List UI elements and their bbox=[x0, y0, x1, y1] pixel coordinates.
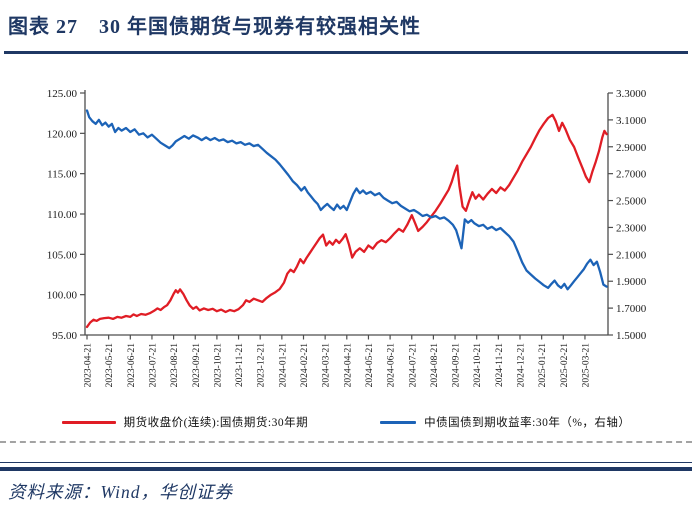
y-axis-right: 3.3000 3.1000 2.9000 2.7000 2.5000 2.3000 2.10… bbox=[608, 88, 647, 342]
series-futures-line bbox=[85, 113, 608, 329]
legend-label-yield: 中债国债到期收益率:30年（%，右轴） bbox=[424, 417, 631, 429]
svg-text:1.7000: 1.7000 bbox=[616, 303, 647, 315]
svg-text:2023-09-21: 2023-09-21 bbox=[192, 343, 202, 388]
svg-text:2024-02-21: 2024-02-21 bbox=[300, 343, 310, 388]
svg-text:2023-05-21: 2023-05-21 bbox=[105, 343, 115, 388]
svg-text:125.00: 125.00 bbox=[47, 88, 78, 100]
source-note: 资料来源：Wind，华创证券 bbox=[8, 482, 233, 502]
svg-text:2023-12-21: 2023-12-21 bbox=[257, 343, 267, 388]
legend-label-futures: 期货收盘价(连续):国债期货:30年期 bbox=[123, 417, 309, 429]
series-yield-line bbox=[85, 109, 608, 291]
svg-text:2025-02-21: 2025-02-21 bbox=[560, 343, 570, 388]
legend: 期货收盘价(连续):国债期货:30年期 中债国债到期收益率:30年（%，右轴） bbox=[0, 414, 692, 430]
svg-text:2023-07-21: 2023-07-21 bbox=[148, 343, 158, 388]
svg-text:2024-12-21: 2024-12-21 bbox=[517, 343, 527, 388]
svg-text:120.00: 120.00 bbox=[47, 128, 78, 140]
y-axis-left: 125.00 120.00 115.00 110.00 105.00 100.00 95.0… bbox=[47, 88, 85, 342]
svg-text:2.5000: 2.5000 bbox=[616, 196, 647, 208]
line-chart: 125.00 120.00 115.00 110.00 105.00 100.00 95.0… bbox=[47, 88, 647, 388]
svg-text:2023-04-21: 2023-04-21 bbox=[84, 343, 94, 388]
svg-text:2023-08-21: 2023-08-21 bbox=[170, 343, 180, 388]
svg-text:2023-10-21: 2023-10-21 bbox=[213, 343, 223, 388]
svg-text:2024-08-21: 2024-08-21 bbox=[430, 343, 440, 388]
legend-item-futures: 期货收盘价(连续):国债期货:30年期 bbox=[61, 414, 309, 430]
svg-text:2024-05-21: 2024-05-21 bbox=[365, 343, 375, 388]
svg-text:115.00: 115.00 bbox=[47, 169, 77, 181]
source-rule-thick bbox=[0, 467, 692, 471]
svg-text:2024-10-21: 2024-10-21 bbox=[473, 343, 483, 388]
legend-swatch-blue bbox=[380, 420, 417, 424]
svg-text:2.1000: 2.1000 bbox=[616, 249, 647, 261]
legend-swatch-red bbox=[61, 420, 116, 424]
svg-text:2024-01-21: 2024-01-21 bbox=[278, 343, 288, 388]
svg-text:2.3000: 2.3000 bbox=[616, 222, 647, 234]
svg-text:105.00: 105.00 bbox=[47, 249, 78, 261]
svg-text:2023-06-21: 2023-06-21 bbox=[127, 343, 137, 388]
svg-text:2024-09-21: 2024-09-21 bbox=[452, 343, 462, 388]
svg-text:2025-03-21: 2025-03-21 bbox=[581, 343, 591, 388]
svg-text:1.9000: 1.9000 bbox=[616, 276, 647, 288]
svg-text:2024-04-21: 2024-04-21 bbox=[343, 343, 353, 388]
svg-text:100.00: 100.00 bbox=[47, 290, 78, 302]
legend-item-yield: 中债国债到期收益率:30年（%，右轴） bbox=[380, 414, 630, 430]
svg-text:2.9000: 2.9000 bbox=[616, 142, 647, 154]
svg-text:2024-03-21: 2024-03-21 bbox=[322, 343, 332, 388]
svg-text:3.1000: 3.1000 bbox=[616, 115, 647, 127]
svg-text:2023-11-21: 2023-11-21 bbox=[235, 343, 245, 387]
svg-text:1.5000: 1.5000 bbox=[616, 330, 647, 342]
dashed-divider bbox=[0, 441, 692, 443]
svg-text:110.00: 110.00 bbox=[47, 209, 77, 221]
x-axis: 2023-04-21 2023-05-21 2023-06-21 2023-07-21… bbox=[84, 335, 591, 388]
figure-title: 图表 27 30 年国债期货与现券有较强相关性 bbox=[8, 16, 421, 38]
svg-text:2025-01-21: 2025-01-21 bbox=[538, 343, 548, 388]
source-rule-thin bbox=[0, 462, 692, 464]
svg-text:2024-06-21: 2024-06-21 bbox=[387, 343, 397, 388]
svg-text:2024-11-21: 2024-11-21 bbox=[495, 343, 505, 387]
axes bbox=[84, 90, 609, 336]
svg-text:2024-07-21: 2024-07-21 bbox=[408, 343, 418, 388]
svg-text:95.00: 95.00 bbox=[52, 330, 77, 342]
svg-text:2.7000: 2.7000 bbox=[616, 169, 647, 181]
title-rule bbox=[4, 51, 688, 54]
svg-text:3.3000: 3.3000 bbox=[616, 88, 647, 100]
